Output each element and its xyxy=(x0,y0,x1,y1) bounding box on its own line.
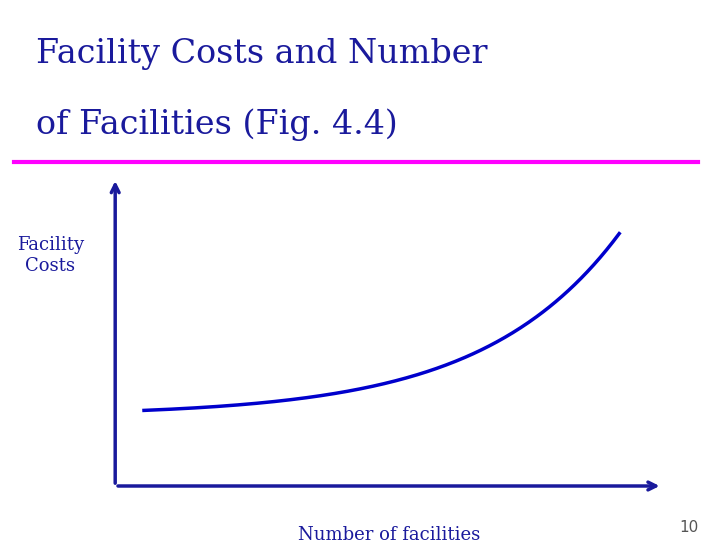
Text: Facility
Costs: Facility Costs xyxy=(17,236,84,274)
Text: 10: 10 xyxy=(679,519,698,535)
Text: Facility Costs and Number: Facility Costs and Number xyxy=(36,38,487,70)
Text: Number of facilities: Number of facilities xyxy=(297,525,480,540)
Text: of Facilities (Fig. 4.4): of Facilities (Fig. 4.4) xyxy=(36,108,397,140)
